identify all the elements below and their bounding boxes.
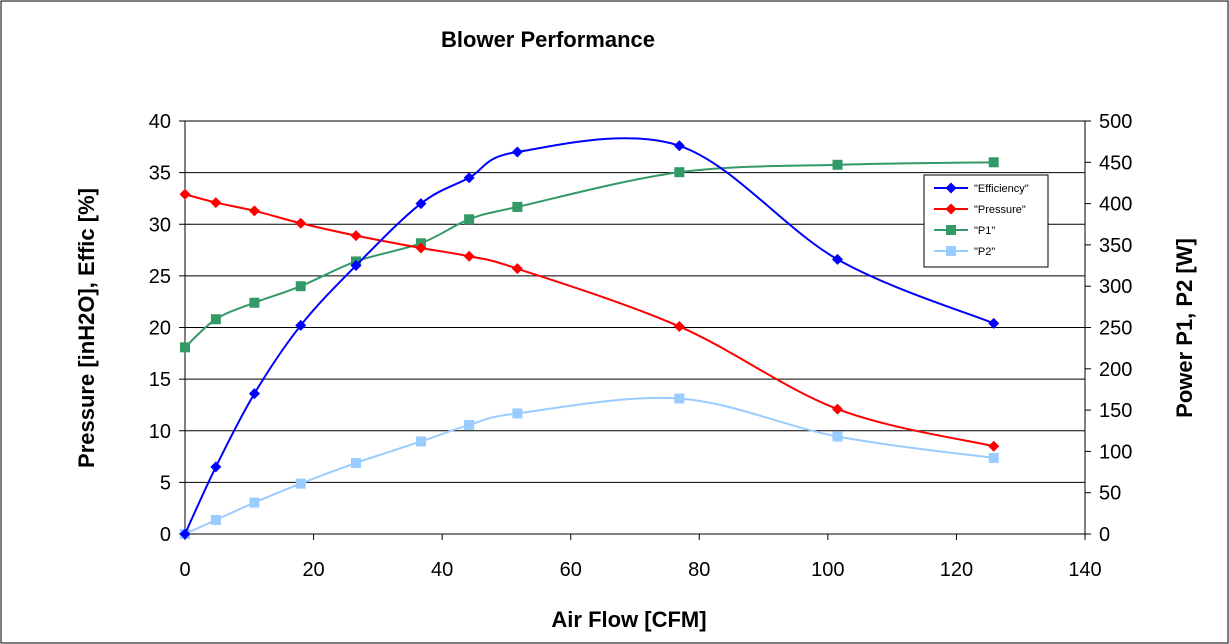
data-point-pressure <box>350 230 362 242</box>
y-left-tick-label: 35 <box>149 163 171 185</box>
data-point-p1 <box>295 281 306 292</box>
x-tick-label: 0 <box>179 559 190 581</box>
data-point-efficiency <box>210 461 222 473</box>
legend-marker-p2 <box>946 246 956 256</box>
data-point-efficiency <box>179 528 191 540</box>
data-point-efficiency <box>673 140 685 152</box>
data-point-p1 <box>988 157 999 168</box>
y-right-tick-label: 250 <box>1099 318 1132 340</box>
legend-label-efficiency: "Efficiency" <box>974 183 1029 195</box>
y-left-tick-label: 15 <box>149 369 171 391</box>
data-point-p2 <box>674 393 685 404</box>
data-point-p1 <box>674 167 685 178</box>
data-point-p1 <box>249 297 260 308</box>
legend: "Efficiency" "Pressure" "P1" "P2" <box>923 174 1049 268</box>
series-efficiency <box>179 137 1000 540</box>
series-layer <box>179 137 1000 540</box>
data-point-p2 <box>832 431 843 442</box>
series-p2 <box>180 393 999 539</box>
data-point-p2 <box>249 497 260 508</box>
data-point-pressure <box>179 188 191 200</box>
y-right-tick-label: 500 <box>1099 111 1132 133</box>
legend-label-p2: "P2" <box>974 246 995 258</box>
data-point-p2 <box>464 419 475 430</box>
y-right-tick-label: 350 <box>1099 235 1132 257</box>
x-axis-title: Air Flow [CFM] <box>551 607 706 632</box>
x-tick-label: 80 <box>688 559 710 581</box>
data-point-efficiency <box>463 172 475 184</box>
data-point-p1 <box>512 201 523 212</box>
y-left-tick-label: 25 <box>149 266 171 288</box>
y-right-tick-label: 200 <box>1099 359 1132 381</box>
legend-marker-pressure <box>945 203 957 215</box>
y-right-tick-label: 50 <box>1099 483 1121 505</box>
data-point-p2 <box>351 457 361 468</box>
data-point-efficiency <box>248 388 260 400</box>
data-point-p2 <box>210 514 221 525</box>
data-point-pressure <box>988 440 1000 452</box>
x-tick-label: 60 <box>560 559 582 581</box>
y-right-axis-title: Power P1, P2 [W] <box>1172 238 1197 418</box>
legend-marker-p1 <box>946 225 956 235</box>
chart-title: Blower Performance <box>441 27 655 52</box>
y-left-tick-label: 0 <box>160 524 171 546</box>
y-right-tick-label: 100 <box>1099 441 1132 463</box>
data-point-efficiency <box>511 146 523 158</box>
data-point-p2 <box>988 453 999 464</box>
y-right-tick-label: 0 <box>1099 524 1110 546</box>
x-tick-label: 40 <box>431 559 453 581</box>
data-point-efficiency <box>415 198 427 210</box>
y-left-tick-label: 40 <box>149 111 171 133</box>
y-right-tick-label: 450 <box>1099 152 1132 174</box>
data-point-efficiency <box>295 319 307 331</box>
data-point-efficiency <box>832 253 843 265</box>
data-point-pressure <box>511 263 523 275</box>
data-point-p1 <box>464 214 475 225</box>
x-tick-label: 120 <box>940 559 973 581</box>
legend-marker-efficiency <box>945 182 957 194</box>
x-tick-label: 100 <box>811 559 844 581</box>
series-pressure <box>179 188 1000 452</box>
data-point-p1 <box>180 342 190 353</box>
data-point-pressure <box>673 320 685 332</box>
legend-label-p1: "P1" <box>974 225 995 237</box>
data-point-p1 <box>832 159 843 170</box>
y-right-tick-label: 150 <box>1099 400 1132 422</box>
y-left-axis-title: Pressure [inH2O], Effic [%] <box>74 188 99 468</box>
data-point-pressure <box>210 197 222 209</box>
data-point-pressure <box>248 205 260 217</box>
data-point-pressure <box>463 250 475 262</box>
data-point-efficiency <box>350 260 362 272</box>
x-tick-label: 20 <box>302 559 324 581</box>
y-left-tick-label: 5 <box>160 472 171 494</box>
data-point-p2 <box>512 408 523 419</box>
x-tick-label: 140 <box>1068 559 1101 581</box>
y-left-tick-label: 20 <box>149 318 171 340</box>
axes: 0510152025303540050100150200250300350400… <box>149 111 1133 581</box>
y-left-tick-label: 30 <box>149 214 171 236</box>
series-line-efficiency <box>184 137 995 535</box>
y-right-tick-label: 300 <box>1099 276 1132 298</box>
data-point-p2 <box>415 436 426 447</box>
data-point-efficiency <box>988 317 1000 329</box>
data-point-p1 <box>210 314 221 325</box>
legend-label-pressure: "Pressure" <box>974 204 1026 216</box>
data-point-p2 <box>295 478 306 489</box>
data-point-pressure <box>832 403 843 415</box>
data-point-pressure <box>415 242 427 254</box>
y-right-tick-label: 400 <box>1099 194 1132 216</box>
y-left-tick-label: 10 <box>149 421 171 443</box>
data-point-pressure <box>295 217 307 229</box>
